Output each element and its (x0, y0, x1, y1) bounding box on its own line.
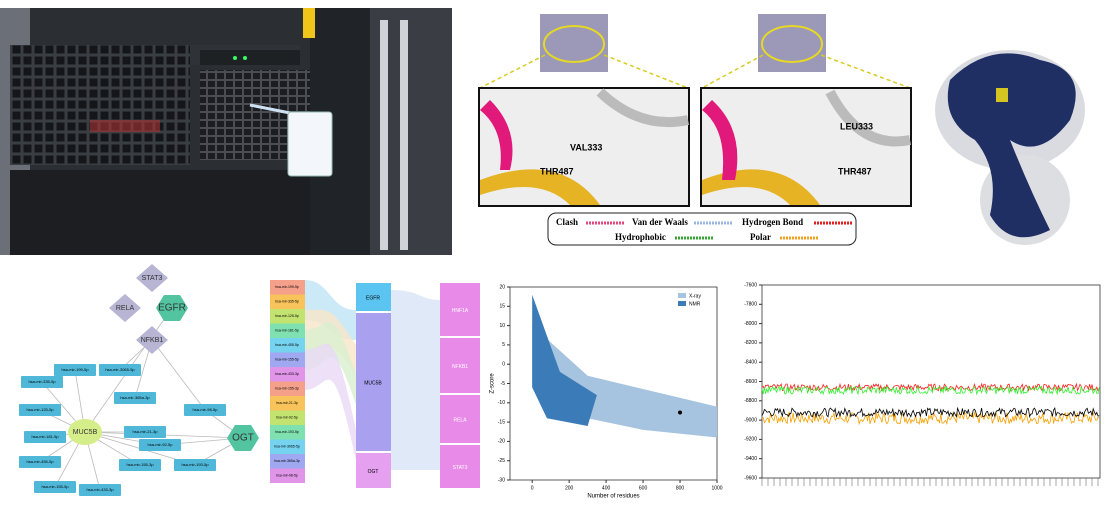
gene-label: MUC5B (73, 429, 98, 436)
x-tick-label: 0 (531, 485, 534, 491)
y-tick-label: -8600 (744, 379, 757, 385)
sankey-source-label: hsa-mir-455-5p (275, 343, 299, 347)
mirna-label: hsa-mir-98-5p (193, 407, 219, 412)
legend-label: X-ray (689, 293, 701, 299)
sankey-source-label: hsa-mir-335-5p (275, 299, 299, 303)
sankey-target-label: EGFR (366, 295, 380, 301)
mirna-label: hsa-mir-199-5p (61, 367, 89, 372)
sankey-source-label: hsa-mir-181-5p (275, 328, 299, 332)
y-tick-label: 5 (502, 342, 505, 348)
mirna-label: hsa-mir-433-3p (86, 487, 114, 492)
residue-label: VAL333 (570, 142, 602, 152)
legend-swatch (678, 293, 686, 298)
y-tick-label: -25 (498, 458, 505, 464)
sankey-source-label: hsa-mir-92-5p (276, 415, 298, 419)
residue-label: LEU333 (840, 121, 873, 131)
legend-label: Hydrophobic (615, 232, 666, 242)
legend-label: Hydrogen Bond (742, 217, 803, 227)
sankey-source-label: hsa-mir-433-3p (275, 372, 299, 376)
gene-label: EGFR (158, 303, 186, 314)
y-tick-label: -7800 (744, 302, 757, 308)
sankey-target-label: HNF1A (452, 308, 469, 314)
sankey-source-label: hsa-mir-3065-5p (274, 444, 300, 448)
sankey-target-label: RELA (453, 417, 467, 423)
residue-label: THR487 (838, 166, 872, 176)
edge (152, 340, 205, 410)
x-tick-label: 400 (602, 485, 611, 491)
gene-label: STAT3 (142, 275, 163, 282)
y-tick-label: 10 (499, 323, 505, 329)
trajectory-trace (762, 384, 1099, 391)
y-tick-label: -15 (498, 419, 505, 425)
sankey-target-label: STAT3 (453, 465, 468, 471)
server-photo (0, 8, 452, 255)
y-tick-label: -20 (498, 439, 505, 445)
sankey-source-label: hsa-mir-21-3p (276, 401, 298, 405)
y-tick-label: -8200 (744, 340, 757, 346)
legend-swatch (678, 301, 686, 306)
gene-label: NFKB1 (141, 337, 164, 344)
y-tick-label: -30 (498, 477, 505, 483)
sankey-target-label: OGT (368, 469, 379, 475)
mirna-label: hsa-mir-155-5p (41, 484, 69, 489)
y-tick-label: -9200 (744, 437, 757, 443)
y-tick-label: -5 (501, 381, 506, 387)
query-point (678, 410, 682, 414)
residue-label: THR487 (540, 166, 574, 176)
plot-frame (762, 285, 1100, 478)
y-tick-label: -8800 (744, 398, 757, 404)
page: VAL333 THR487 LEU333 THR487 Clash Van der Waa… (0, 0, 1105, 505)
x-tick-label: 1000 (711, 485, 722, 491)
gene-label: RELA (116, 305, 135, 312)
gene-label: OGT (232, 433, 254, 444)
sankey-target-label: NFKB1 (452, 364, 468, 370)
trajectory-trace (762, 413, 1099, 424)
y-tick-label: -9000 (744, 417, 757, 423)
trajectory-trace (762, 408, 1099, 417)
y-tick-label: -7600 (744, 282, 757, 288)
y-tick-label: -8000 (744, 321, 757, 327)
y-tick-label: 15 (499, 304, 505, 310)
legend-label: Clash (556, 217, 578, 227)
mirna-label: hsa-mir-181-5p (31, 434, 59, 439)
sankey-source-label: hsa-mir-155-5p (275, 357, 299, 361)
sankey-source-label: hsa-mir-365a-3p (274, 459, 300, 463)
mirna-label: hsa-mir-125-5p (26, 407, 54, 412)
mirna-label: hsa-mir-455-5p (26, 459, 54, 464)
y-tick-label: 20 (499, 284, 505, 290)
sankey-target-label: MUC5B (364, 380, 382, 386)
sankey-source-label: hsa-mir-125-5p (275, 314, 299, 318)
sankey-source-label: hsa-mir-193-5p (275, 430, 299, 434)
sankey-source-label: hsa-mir-199-5p (275, 285, 299, 289)
mirna-label: hsa-mir-155-3p (126, 462, 154, 467)
sankey-source-label: hsa-mir-155-3p (275, 386, 299, 390)
x-tick-label: 600 (639, 485, 648, 491)
mirna-label: hsa-mir-193-5p (181, 462, 209, 467)
y-tick-label: 0 (502, 362, 505, 368)
legend-label: NMR (689, 301, 701, 307)
mirna-label: hsa-mir-335-5p (28, 379, 56, 384)
mirna-label: hsa-mir-365a-3p (120, 395, 150, 400)
y-tick-label: -10 (498, 400, 505, 406)
x-axis-title: Number of residues (587, 494, 639, 500)
mirna-label: hsa-mir-92-5p (148, 442, 174, 447)
protein-structure (935, 50, 1085, 245)
legend-label: Van der Waals (632, 217, 688, 227)
x-tick-label: 800 (676, 485, 685, 491)
sankey-source-label: hsa-mir-98-5p (276, 473, 298, 477)
y-axis-title: Z-score (490, 373, 496, 394)
x-tick-label: 200 (565, 485, 574, 491)
sankey-flow (391, 290, 440, 470)
legend-label: Polar (750, 232, 771, 242)
y-tick-label: -9400 (744, 456, 757, 462)
collage: VAL333 THR487 LEU333 THR487 Clash Van der Waa… (0, 0, 1105, 500)
y-tick-label: -8400 (744, 360, 757, 366)
y-tick-label: -9600 (744, 475, 757, 481)
mirna-label: hsa-mir-21-3p (133, 429, 159, 434)
mirna-label: hsa-mir-3065-5p (105, 367, 135, 372)
